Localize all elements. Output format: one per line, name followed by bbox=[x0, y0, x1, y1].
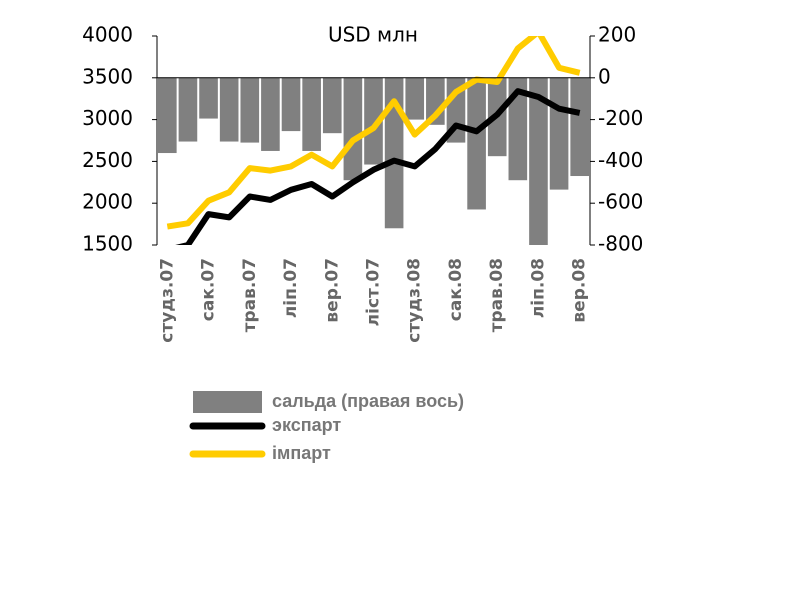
legend-label: імпарт bbox=[272, 443, 331, 463]
y2-tick-label: -800 bbox=[598, 232, 643, 256]
x-tick-label: трав.08 bbox=[487, 258, 507, 332]
y-tick-label: 3500 bbox=[82, 64, 133, 88]
bar bbox=[322, 77, 342, 134]
y-tick-label: 3000 bbox=[82, 106, 133, 130]
x-tick-label: ліп.07 bbox=[281, 258, 301, 318]
bar bbox=[467, 77, 486, 210]
y2-tick-label: 0 bbox=[598, 64, 611, 88]
bar bbox=[405, 77, 425, 120]
bar bbox=[240, 77, 260, 143]
bar bbox=[178, 77, 198, 142]
x-tick-label: вер.08 bbox=[570, 258, 590, 323]
legend-label: экспарт bbox=[272, 415, 341, 435]
x-tick-label: сак.07 bbox=[199, 258, 219, 321]
x-tick-label: трав.07 bbox=[240, 258, 260, 332]
line-series bbox=[175, 88, 581, 245]
y2-tick-label: -200 bbox=[598, 106, 643, 130]
bar bbox=[549, 77, 569, 190]
y2-tick-label: -400 bbox=[598, 148, 643, 172]
y-tick-label: 2500 bbox=[82, 148, 133, 172]
bar bbox=[364, 77, 383, 165]
x-tick-label: ліп.08 bbox=[528, 258, 548, 318]
y2-tick-label: 200 bbox=[598, 23, 636, 47]
legend-swatch bbox=[193, 391, 262, 413]
x-tick-label: ліст.07 bbox=[364, 258, 384, 326]
lines bbox=[166, 36, 581, 245]
bar bbox=[508, 77, 528, 181]
bar bbox=[219, 77, 239, 142]
y-tick-label: 1500 bbox=[82, 232, 133, 256]
x-tick-label: студз.07 bbox=[157, 258, 177, 343]
bar bbox=[281, 77, 301, 132]
y2-tick-label: -600 bbox=[598, 190, 643, 214]
bar bbox=[158, 77, 177, 154]
bar bbox=[570, 77, 589, 177]
x-tick-label: вер.07 bbox=[322, 258, 342, 323]
bar bbox=[199, 77, 218, 119]
bar bbox=[302, 77, 321, 151]
bars bbox=[158, 77, 589, 245]
bar bbox=[343, 77, 363, 181]
x-tick-label: сак.08 bbox=[446, 258, 466, 321]
y-tick-label: 2000 bbox=[82, 190, 133, 214]
x-tick-label: студз.08 bbox=[405, 258, 425, 343]
line-series bbox=[166, 36, 581, 230]
bar bbox=[261, 77, 280, 151]
bar bbox=[384, 77, 404, 229]
chart-title: USD млн bbox=[328, 23, 418, 47]
y-tick-label: 4000 bbox=[82, 23, 133, 47]
bar bbox=[529, 77, 548, 245]
legend-label: сальда (правая вось) bbox=[272, 391, 464, 411]
